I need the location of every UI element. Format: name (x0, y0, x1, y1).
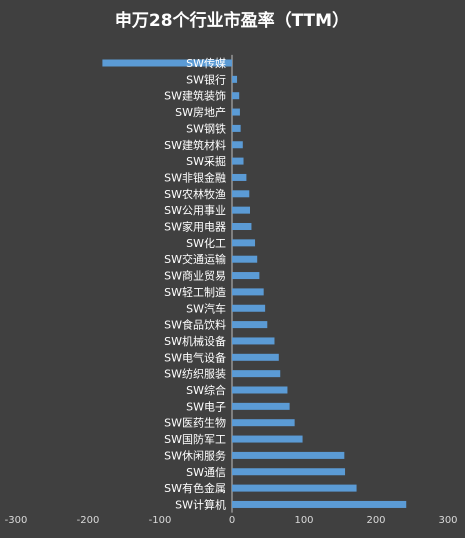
category-label: SW交通运输 (164, 252, 226, 266)
bar-SW非银金融 (232, 173, 247, 181)
category-label: SW化工 (186, 236, 226, 250)
category-label: SW轻工制造 (164, 285, 226, 299)
category-label: SW食品饮料 (164, 318, 226, 332)
bar-SW有色金属 (232, 484, 357, 492)
bar-SW综合 (232, 386, 288, 394)
bar-SW农林牧渔 (232, 190, 250, 198)
category-label: SW钢铁 (186, 122, 226, 135)
category-label: SW公用事业 (164, 204, 226, 217)
bar-SW房地产 (232, 108, 240, 116)
category-labels-group: SW传媒 SW银行 SW建筑装饰 SW房地产 SW钢铁 SW建筑材料 SW采掘 SW非银金融 S… (164, 57, 226, 511)
category-label: SW通信 (186, 466, 226, 479)
category-label: SW家用电器 (164, 220, 226, 234)
bar-SW化工 (232, 239, 256, 247)
chart-title: 申万28个行业市盈率（TTM） (115, 10, 349, 31)
bar-SW银行 (232, 75, 238, 83)
category-label: SW电子 (186, 400, 226, 413)
x-tick-label: 0 (229, 515, 235, 526)
bar-SW计算机 (232, 500, 407, 508)
x-tick-labels-group: -300 -200 -100 0 100 200 300 (5, 515, 458, 526)
bar-SW建筑装饰 (232, 92, 240, 100)
bar-SW食品饮料 (232, 321, 268, 329)
category-label: SW房地产 (175, 105, 226, 119)
bars-group (102, 59, 407, 508)
x-tick-label: -300 (5, 515, 28, 526)
bar-SW通信 (232, 468, 346, 476)
bar-SW公用事业 (232, 206, 250, 214)
bar-SW电子 (232, 402, 290, 410)
bar-SW钢铁 (232, 124, 241, 132)
category-label: SW银行 (186, 72, 226, 86)
category-label: SW国防军工 (164, 432, 226, 446)
x-tick-label: -100 (149, 515, 172, 526)
category-label: SW非银金融 (164, 170, 226, 184)
category-label: SW采掘 (186, 154, 226, 168)
bar-SW汽车 (232, 304, 266, 312)
x-tick-label: 200 (366, 515, 385, 526)
bar-SW休闲服务 (232, 451, 345, 459)
category-label: SW建筑材料 (164, 138, 226, 152)
category-label: SW机械设备 (164, 334, 226, 348)
bar-SW机械设备 (232, 337, 275, 345)
category-label: SW商业贸易 (164, 269, 226, 283)
x-tick-label: 100 (294, 515, 313, 526)
category-label: SW建筑装饰 (164, 89, 226, 103)
bar-SW电气设备 (232, 353, 279, 361)
category-label: SW综合 (186, 383, 226, 397)
bar-SW建筑材料 (232, 141, 243, 149)
bar-SW商业贸易 (232, 272, 260, 280)
bar-SW轻工制造 (232, 288, 264, 296)
x-tick-label: -200 (77, 515, 100, 526)
bar-SW医药生物 (232, 419, 295, 427)
x-tick-label: 300 (438, 515, 457, 526)
bar-SW纺织服装 (232, 370, 281, 378)
bar-SW传媒 (102, 59, 233, 67)
bar-SW交通运输 (232, 255, 258, 263)
bar-SW国防军工 (232, 435, 303, 443)
category-label: SW汽车 (186, 301, 226, 315)
bar-SW采掘 (232, 157, 244, 165)
category-label: SW农林牧渔 (164, 187, 226, 201)
category-label: SW传媒 (186, 57, 226, 70)
category-label: SW纺织服装 (164, 367, 226, 381)
category-label: SW医药生物 (164, 416, 226, 430)
category-label: SW电气设备 (164, 350, 226, 364)
category-label: SW计算机 (175, 497, 226, 511)
bar-SW家用电器 (232, 223, 252, 230)
category-label: SW有色金属 (164, 481, 226, 495)
category-label: SW休闲服务 (164, 448, 226, 462)
